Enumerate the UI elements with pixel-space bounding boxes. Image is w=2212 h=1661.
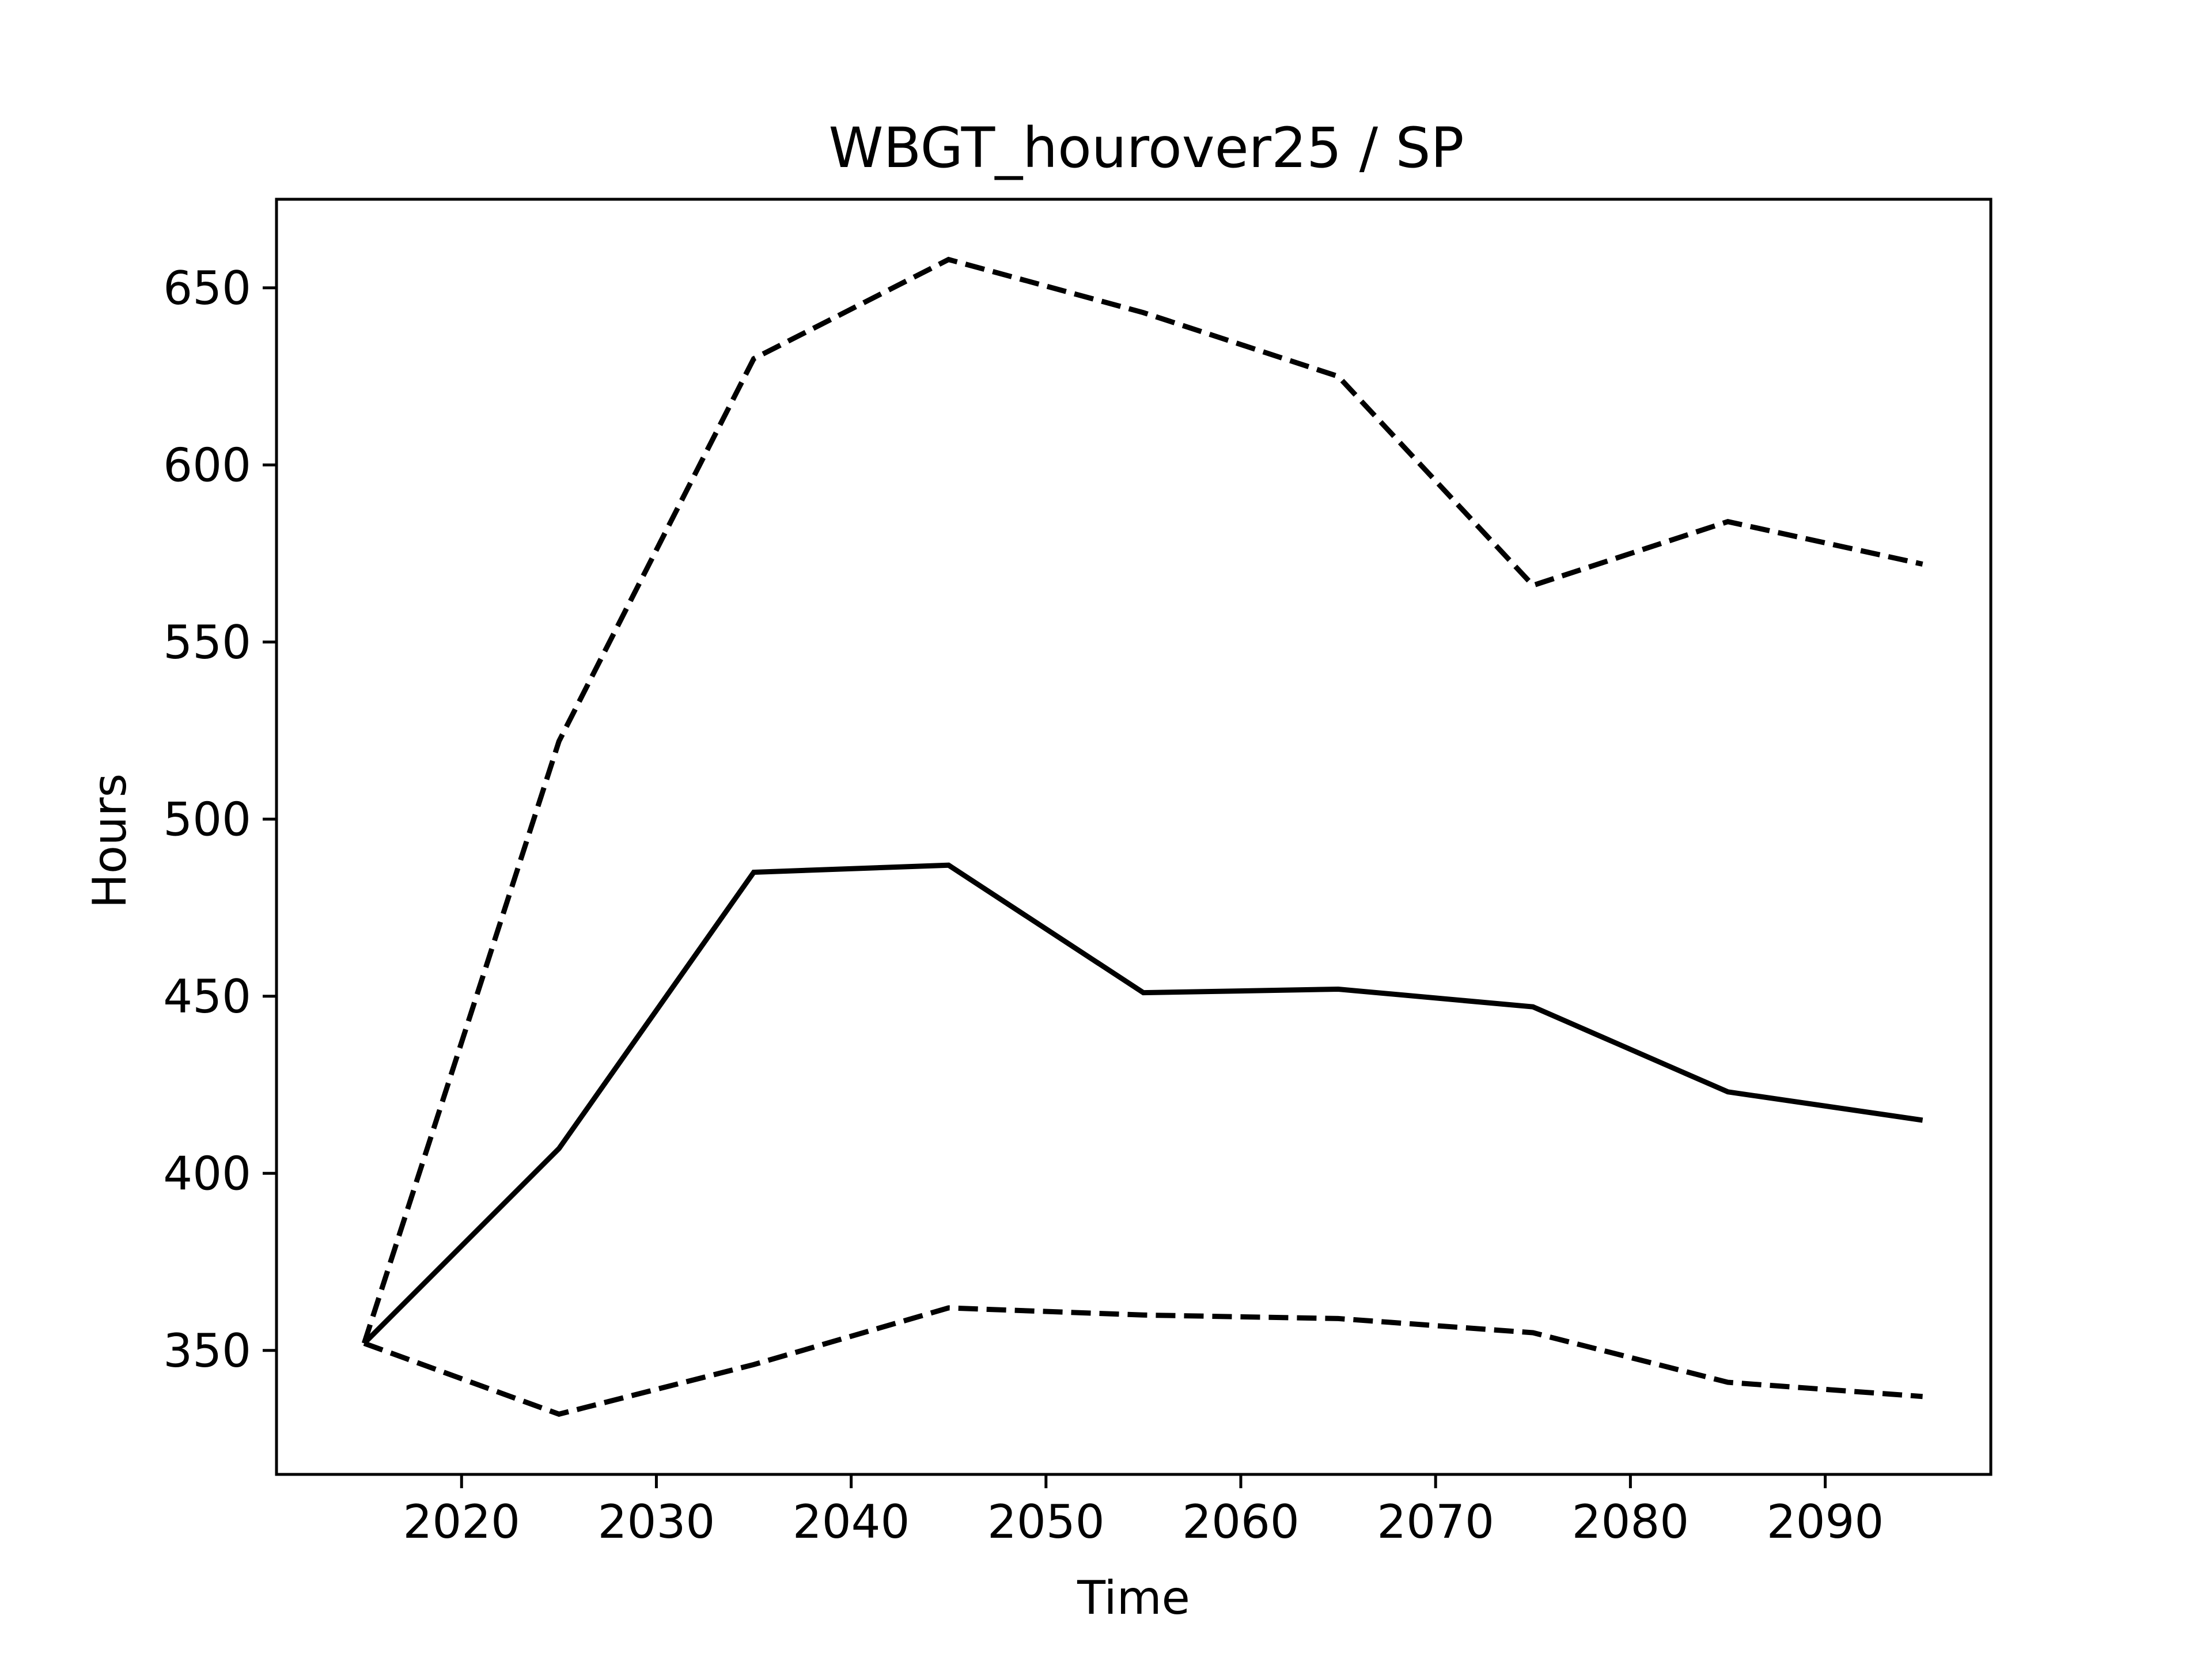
x-tick-label: 2030 [598, 1495, 715, 1549]
y-tick-label: 600 [163, 438, 251, 492]
x-tick-label: 2070 [1377, 1495, 1494, 1549]
y-tick-label: 650 [163, 261, 251, 315]
series-layer [361, 256, 1923, 1417]
x-tick-label: 2060 [1182, 1495, 1300, 1549]
y-tick-label: 550 [163, 616, 251, 669]
chart-title: WBGT_hourover25 / SP [829, 116, 1464, 180]
y-tick-label: 400 [163, 1147, 251, 1200]
x-tick-label: 2050 [987, 1495, 1105, 1549]
plot-area [275, 198, 1993, 1476]
y-tick-label: 450 [163, 970, 251, 1023]
x-tick-label: 2040 [793, 1495, 910, 1549]
x-axis: 2020 2030 2040 2050 2060 2070 2080 2090 [403, 1474, 1884, 1549]
lower-dashed-series-line [363, 1305, 1923, 1417]
x-axis-label: Time [1077, 1571, 1190, 1625]
x-tick-label: 2080 [1572, 1495, 1690, 1549]
y-tick-label: 350 [163, 1324, 251, 1378]
y-axis: 350 400 450 500 550 600 650 [163, 261, 276, 1378]
x-tick-label: 2020 [403, 1495, 520, 1549]
y-tick-label: 500 [163, 792, 251, 846]
median-solid-series-line [362, 862, 1923, 1345]
plot-frame [275, 198, 1993, 1476]
y-axis-label: Hours [83, 773, 137, 908]
x-tick-label: 2090 [1767, 1495, 1884, 1549]
upper-dashed-series-line [361, 256, 1923, 1344]
